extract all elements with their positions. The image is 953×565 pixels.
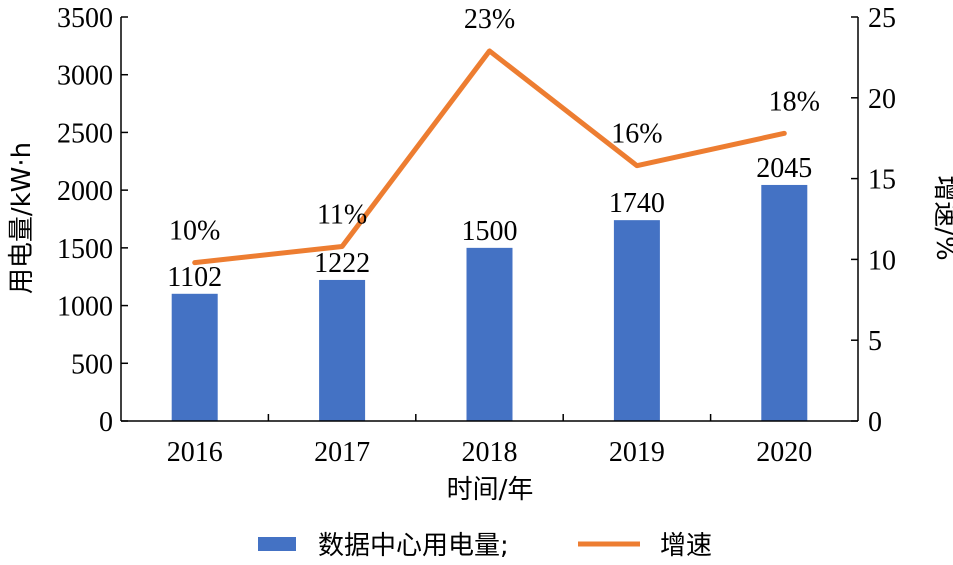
bar-2020 [761, 184, 808, 421]
left-y-tick-label: 2500 [57, 118, 113, 149]
left-y-tick-label: 2000 [57, 176, 113, 207]
x-tick-label: 2016 [167, 437, 223, 468]
growth-point-2016 [194, 262, 196, 264]
x-axis-title: 时间/年 [447, 475, 534, 505]
legend-line-label: 增速 [660, 531, 712, 561]
x-tick-label: 2017 [314, 437, 370, 468]
growth-value-label: 10% [169, 216, 220, 247]
legend-bar-swatch [258, 537, 296, 551]
growth-point-2019 [636, 165, 638, 167]
left-y-axis-title: 用电量/kW·h [7, 142, 37, 294]
left-y-tick-label: 3000 [57, 61, 113, 92]
growth-point-2020 [783, 132, 785, 134]
growth-point-2018 [489, 50, 490, 52]
legend: 数据中心用电量; 增速 [258, 531, 712, 561]
bar-2019 [613, 220, 660, 421]
bar-value-label: 2045 [756, 153, 812, 184]
line-layer [192, 48, 787, 266]
growth-value-label: 16% [611, 119, 662, 150]
growth-point-2017 [341, 245, 343, 247]
growth-value-label: 23% [464, 4, 515, 35]
left-y-tick-label: 0 [99, 407, 113, 438]
right-y-tick-label: 0 [868, 407, 882, 438]
bar-value-label: 1740 [609, 188, 665, 219]
axes-layer: 0 500 1000 1500 2000 2500 3000 3500 0 5 10 15 20 25 20… [57, 3, 896, 468]
left-y-tick-label: 1500 [57, 234, 113, 265]
bars-layer [171, 184, 808, 421]
right-y-tick-label: 5 [868, 326, 882, 357]
bar-value-label: 1102 [167, 262, 222, 293]
labels-layer: 1102 1222 1500 1740 2045 10% 11% 23% 16% 18% [167, 4, 820, 293]
x-tick-label: 2019 [609, 437, 665, 468]
bar-value-label: 1500 [462, 216, 518, 247]
right-y-tick-label: 20 [868, 84, 896, 115]
right-y-tick-label: 25 [868, 3, 896, 34]
bar-2017 [319, 279, 366, 421]
left-y-tick-label: 3500 [57, 3, 113, 34]
x-tick-label: 2020 [756, 437, 812, 468]
growth-value-label: 18% [769, 86, 820, 117]
bar-2016 [171, 293, 218, 421]
left-y-tick-label: 1000 [57, 292, 113, 323]
bar-value-label: 1222 [314, 248, 370, 279]
left-y-tick-label: 500 [71, 349, 113, 380]
bar-2018 [466, 247, 513, 421]
legend-bar-label: 数据中心用电量; [318, 531, 509, 561]
right-y-tick-label: 15 [868, 165, 896, 196]
growth-value-label: 11% [317, 199, 367, 230]
right-y-axis-title: 增速/% [930, 175, 953, 260]
right-y-tick-label: 10 [868, 245, 896, 276]
x-tick-label: 2018 [462, 437, 518, 468]
